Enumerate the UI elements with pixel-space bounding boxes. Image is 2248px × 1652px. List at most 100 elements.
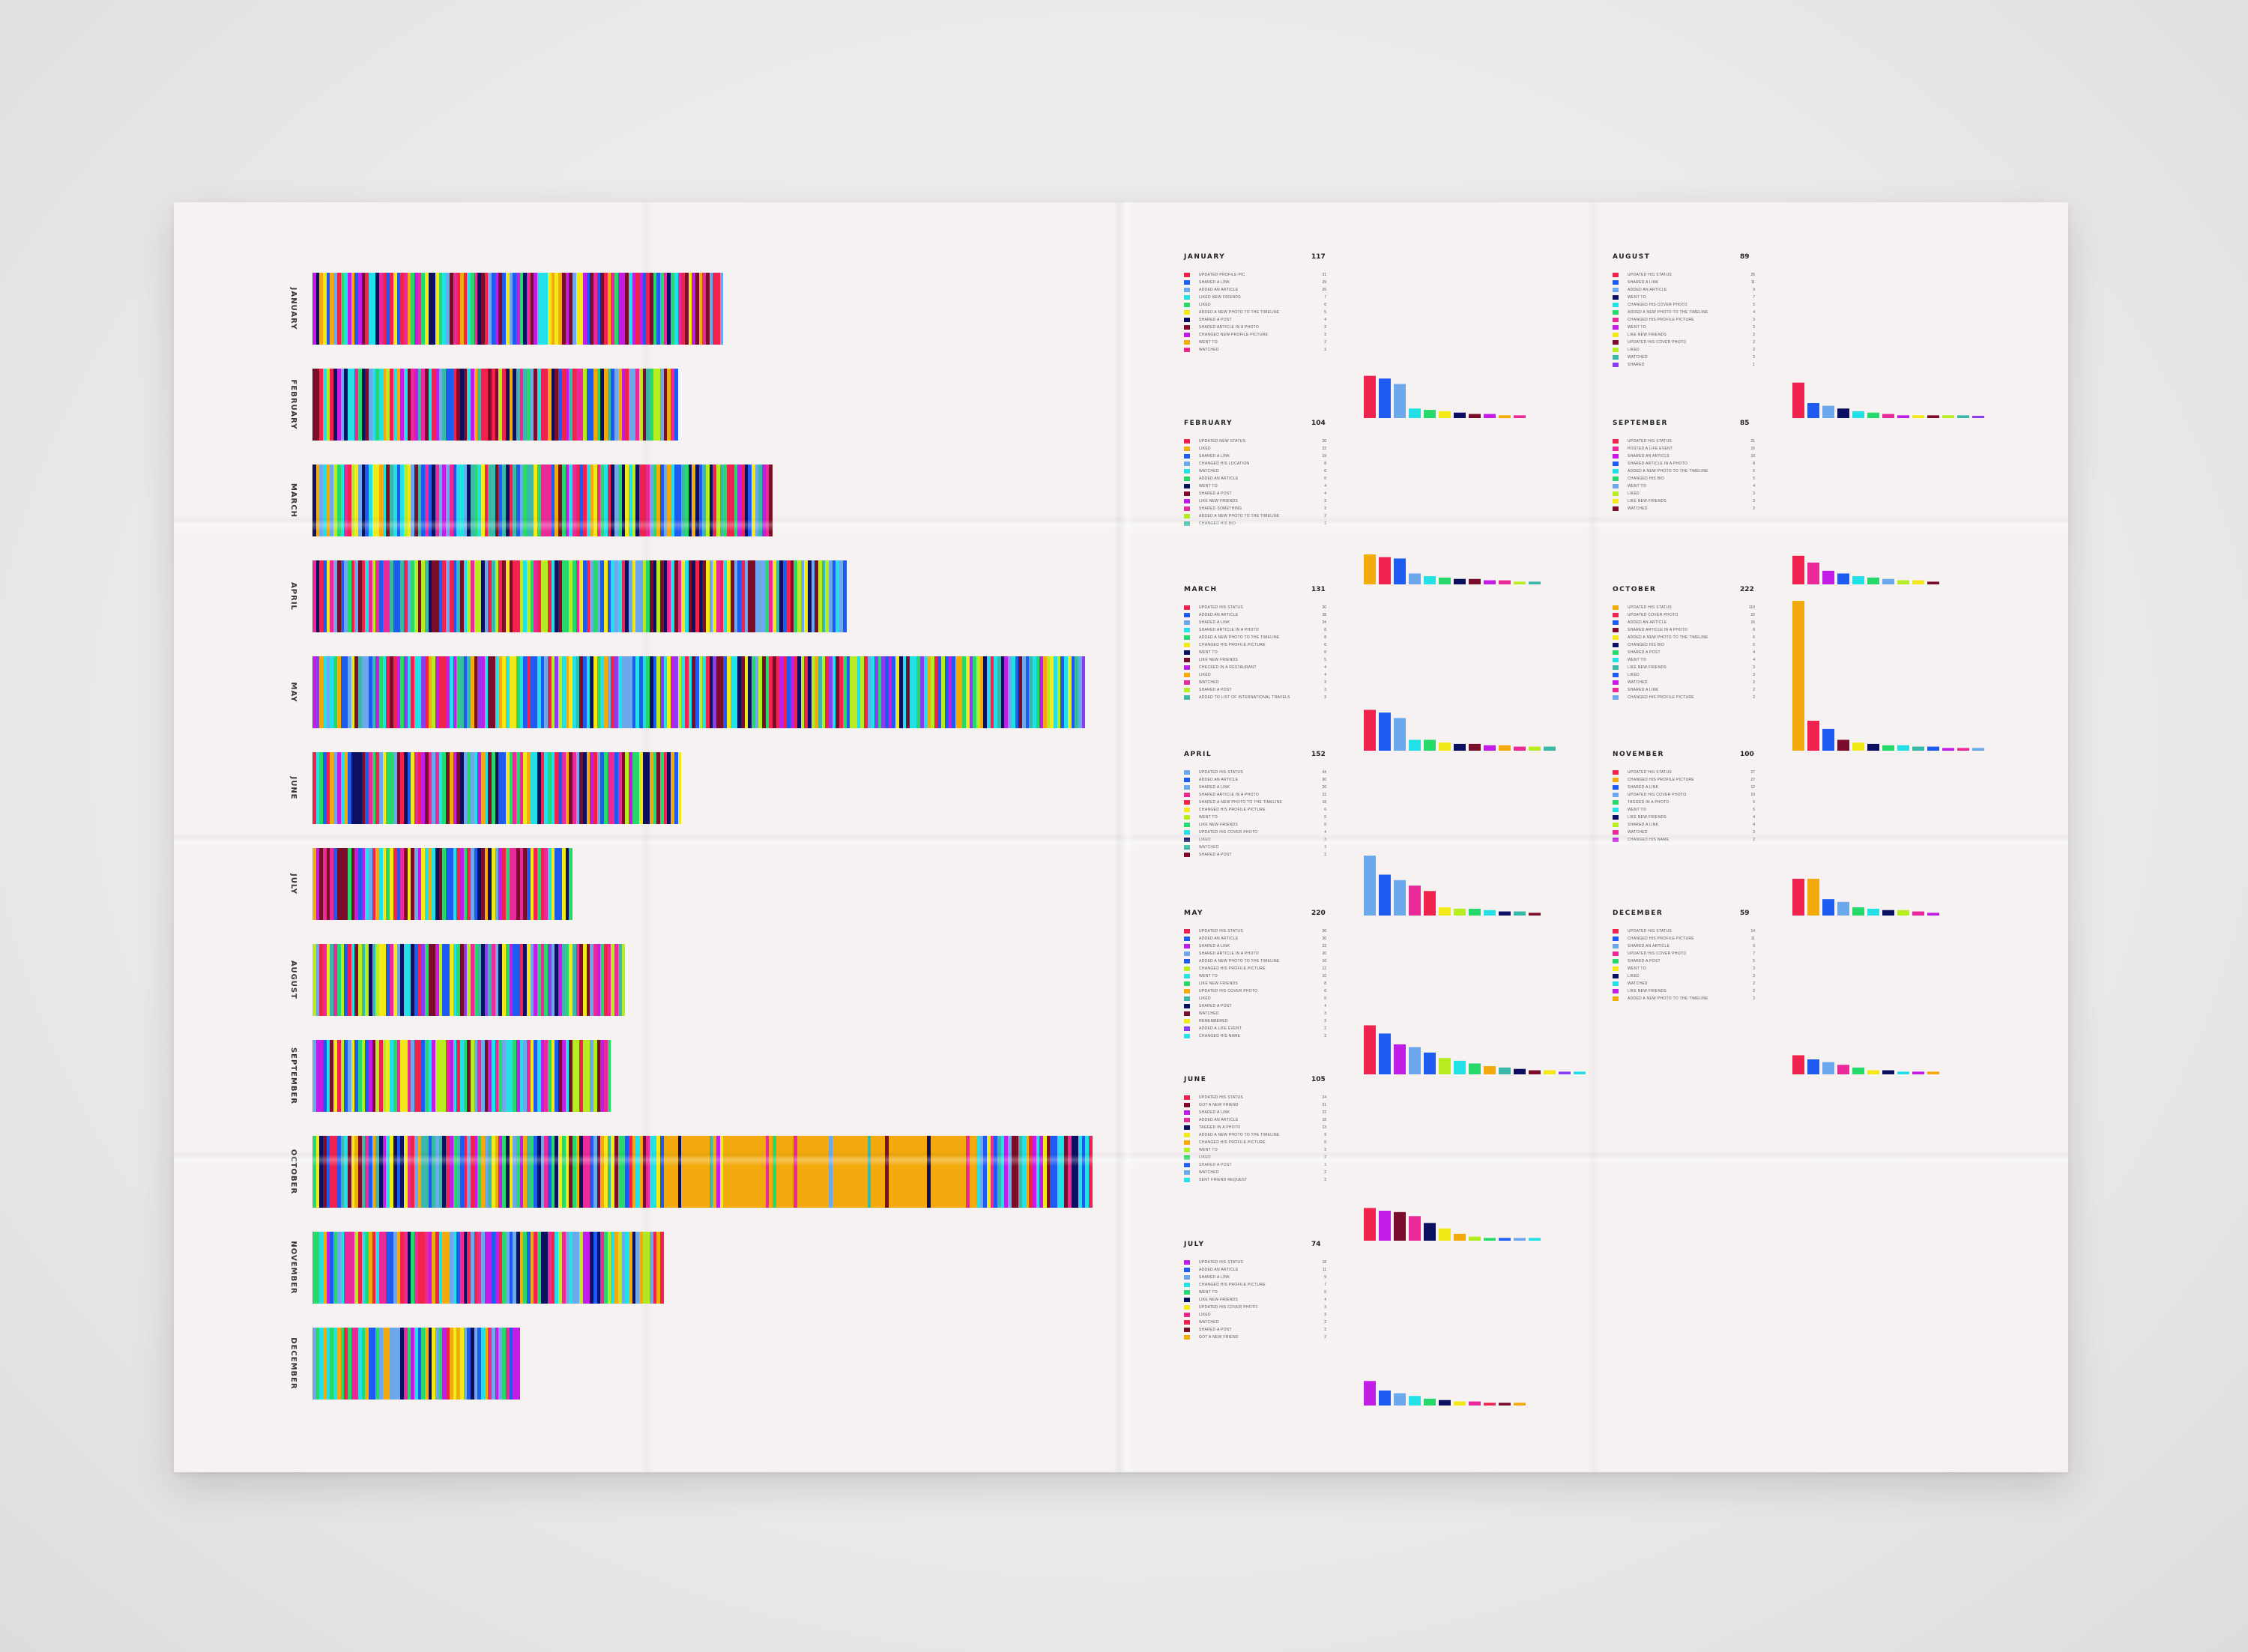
event-stripe xyxy=(642,273,647,345)
bar xyxy=(1379,378,1391,418)
legend-count: 21 xyxy=(1322,1103,1326,1107)
legend-count: 3 xyxy=(1324,695,1326,700)
event-stripe xyxy=(1000,1136,1005,1208)
event-stripe xyxy=(534,560,537,632)
event-stripe xyxy=(713,465,717,536)
event-stripe xyxy=(312,465,316,536)
legend-count: 2 xyxy=(1753,333,1755,337)
legend-count: 9 xyxy=(1324,1275,1326,1280)
event-stripe xyxy=(769,1136,773,1208)
event-stripe xyxy=(519,752,524,824)
legend-label: CHANGED HIS PROFILE PICTURE xyxy=(1628,778,1694,782)
event-stripe xyxy=(414,465,418,536)
event-stripe xyxy=(312,1040,316,1112)
event-stripe xyxy=(997,1136,1001,1208)
event-stripe xyxy=(425,560,429,632)
bar xyxy=(1394,718,1406,751)
bar xyxy=(1484,1403,1496,1406)
event-stripe xyxy=(825,1136,830,1208)
event-stripe xyxy=(421,848,425,920)
legend-count: 16 xyxy=(1322,959,1326,963)
event-stripe xyxy=(411,752,414,824)
legend-row: SHARED 1 xyxy=(1613,361,1762,369)
legend-row: WATCHED 2 xyxy=(1613,980,1762,987)
legend-label: CHANGED HIS PROFILE PICTURE xyxy=(1628,937,1694,941)
event-stripe xyxy=(502,656,506,728)
event-stripe xyxy=(442,273,447,345)
legend-row: UPDATED HIS COVER PHOTO 3 xyxy=(1184,1304,1334,1311)
event-stripe xyxy=(561,369,566,441)
legend-swatch xyxy=(1184,951,1190,956)
event-stripe xyxy=(477,1328,481,1400)
event-stripe xyxy=(790,560,794,632)
legend-label: LIKE NEW FRIENDS xyxy=(1199,1298,1239,1302)
bar xyxy=(1807,878,1819,916)
bar xyxy=(1807,1059,1819,1074)
event-stripe xyxy=(386,465,390,536)
event-stripe xyxy=(357,944,362,1016)
event-stripe xyxy=(656,465,661,536)
legend-count: 3 xyxy=(1753,499,1755,503)
bar xyxy=(1499,911,1511,916)
event-stripe xyxy=(312,656,316,728)
event-stripe xyxy=(811,1136,815,1208)
event-stripe xyxy=(400,560,404,632)
event-stripe xyxy=(565,1136,569,1208)
event-stripe xyxy=(502,848,506,920)
event-stripe xyxy=(909,656,913,728)
event-stripe xyxy=(534,656,537,728)
event-stripe xyxy=(794,656,797,728)
event-stripe xyxy=(340,944,345,1016)
event-stripe xyxy=(484,1232,489,1304)
event-stripe xyxy=(365,1328,369,1400)
event-stripe xyxy=(723,465,728,536)
legend-row: UPDATED HIS STATUS 36 xyxy=(1184,928,1334,935)
event-stripe xyxy=(498,752,503,824)
event-stripe xyxy=(650,273,653,345)
event-stripe xyxy=(698,560,703,632)
legend-count: 2 xyxy=(1753,989,1755,993)
legend-row: WATCHED 3 xyxy=(1184,844,1334,851)
event-stripe xyxy=(674,656,678,728)
event-stripe xyxy=(477,560,481,632)
event-stripe xyxy=(695,465,699,536)
event-stripe xyxy=(411,1136,414,1208)
legend-label: ADDED A NEW PHOTO TO THE TIMELINE xyxy=(1628,996,1708,1001)
bar xyxy=(1927,1071,1939,1074)
legend-row: WENT TO 4 xyxy=(1613,656,1762,664)
event-stripe xyxy=(509,369,513,441)
legend-row: CHANGED HIS PROFILE PICTURE 6 xyxy=(1184,806,1334,814)
legend-row: ADDED TO LIST OF INTERNATIONAL TRAVELS 3 xyxy=(1184,694,1334,701)
event-stripe xyxy=(604,465,608,536)
event-stripe xyxy=(628,369,632,441)
event-stripe xyxy=(632,656,636,728)
event-stripe xyxy=(948,656,952,728)
event-stripe xyxy=(829,560,833,632)
bar xyxy=(1364,1381,1376,1406)
legend-row: SENT FRIEND REQUEST 2 xyxy=(1184,1176,1334,1184)
event-stripe xyxy=(354,273,358,345)
bar xyxy=(1424,1052,1436,1074)
event-stripe xyxy=(537,656,541,728)
event-stripe xyxy=(931,656,934,728)
bar xyxy=(1529,913,1541,916)
legend-swatch xyxy=(1184,620,1190,625)
legend-swatch xyxy=(1184,778,1190,782)
event-stripe xyxy=(459,1328,464,1400)
bar xyxy=(1574,1071,1586,1074)
event-stripe xyxy=(390,1040,393,1112)
event-stripe xyxy=(344,1136,348,1208)
event-stripe xyxy=(400,1328,404,1400)
event-stripe xyxy=(400,752,404,824)
event-stripe xyxy=(435,273,439,345)
event-stripe xyxy=(1064,1136,1068,1208)
event-stripe xyxy=(442,848,447,920)
bar xyxy=(1424,891,1436,916)
event-stripe xyxy=(505,465,510,536)
event-stripe xyxy=(315,1328,320,1400)
event-stripe xyxy=(340,1136,345,1208)
legend-row: POSTED A LIFE EVENT 16 xyxy=(1613,445,1762,453)
bar xyxy=(1942,748,1954,751)
event-stripe xyxy=(481,848,485,920)
event-stripe xyxy=(347,1136,351,1208)
